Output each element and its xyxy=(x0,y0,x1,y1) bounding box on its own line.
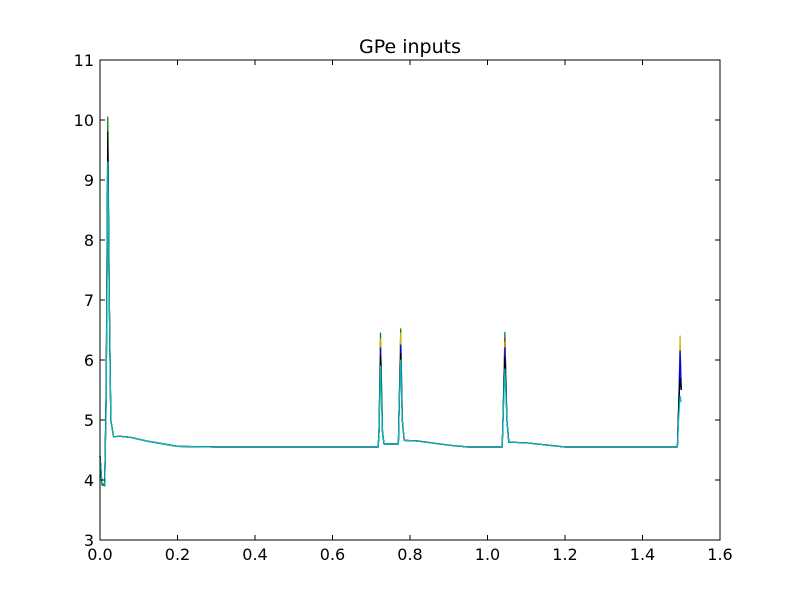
y-tick-label: 10 xyxy=(74,111,94,130)
x-tick-label: 0.2 xyxy=(165,545,190,564)
x-tick-label: 1.6 xyxy=(707,545,732,564)
y-tick-label: 6 xyxy=(84,351,94,370)
y-tick-label: 3 xyxy=(84,531,94,550)
x-tick-label: 0.0 xyxy=(87,545,112,564)
x-tick-label: 0.6 xyxy=(320,545,345,564)
series-layer xyxy=(99,116,682,487)
y-tick-label: 9 xyxy=(84,171,94,190)
chart-title: GPe inputs xyxy=(359,36,461,58)
x-tick-label: 1.0 xyxy=(475,545,500,564)
y-tick-label: 4 xyxy=(84,471,94,490)
y-tick-label: 5 xyxy=(84,411,94,430)
y-tick-label: 11 xyxy=(74,51,94,70)
plot-frame xyxy=(99,59,721,541)
x-tick-label: 0.4 xyxy=(242,545,267,564)
ticks-layer: 0.0 0.2 0.4 0.6 0.8 1.0 1.2 1.4 1.6 3 4 5 6 7 8 9 10 11 xyxy=(74,51,733,564)
series-line-6 xyxy=(99,161,682,486)
y-tick-label: 8 xyxy=(84,231,94,250)
x-tick-label: 1.4 xyxy=(630,545,655,564)
x-tick-label: 1.2 xyxy=(552,545,577,564)
y-tick-label: 7 xyxy=(84,291,94,310)
x-tick-label: 0.8 xyxy=(397,545,422,564)
